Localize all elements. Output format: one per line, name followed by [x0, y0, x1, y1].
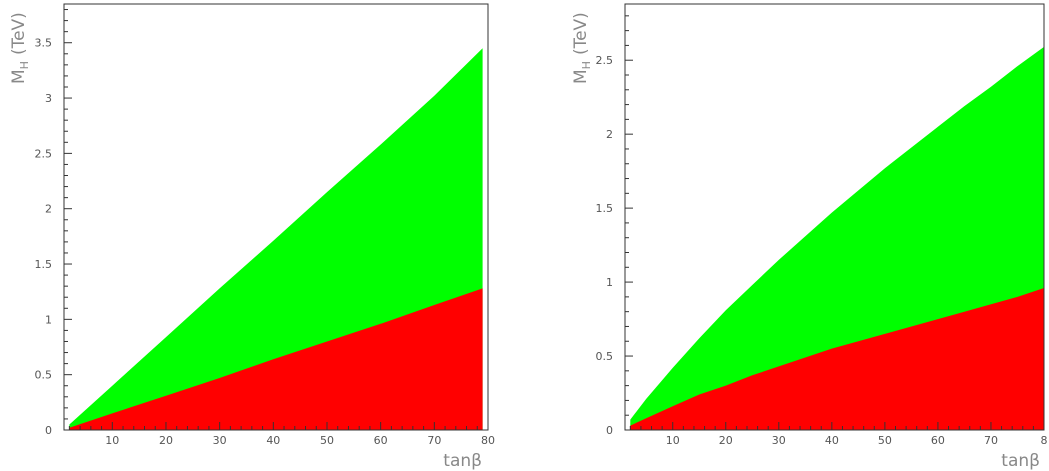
left-y-tick-label: 0.5 — [35, 369, 53, 382]
left-area-series-1 — [69, 288, 483, 430]
left-x-tick-label: 70 — [427, 434, 441, 447]
right-x-tick-label: 30 — [772, 434, 786, 447]
left-y-axis-title-sub: H — [18, 61, 31, 69]
right-x-tick-label: 20 — [719, 434, 733, 447]
left-x-tick-label: 80 — [481, 434, 495, 447]
left-x-axis-title: tanβ — [443, 451, 482, 471]
left-y-tick-label: 2 — [45, 203, 52, 216]
right-x-tick-label: 50 — [878, 434, 892, 447]
right-x-tick-label: 60 — [931, 434, 945, 447]
right-y-tick-label: 1 — [606, 276, 613, 289]
left-y-tick-label: 3.5 — [35, 37, 53, 50]
right-y-tick-label: 1.5 — [596, 202, 614, 215]
right-x-tick-label: 40 — [825, 434, 839, 447]
left-plot-areas — [69, 48, 483, 431]
right-area-series-1 — [630, 288, 1044, 430]
left-y-axis-title-rest: (TeV) — [9, 12, 29, 55]
right-y-axis-title-main: M — [571, 69, 591, 84]
right-plot-areas — [630, 46, 1044, 431]
right-y-tick-label: 0 — [606, 424, 613, 437]
right-x-axis-title-symbol: β — [1029, 451, 1040, 471]
right-y-tick-label: 0.5 — [596, 350, 614, 363]
left-x-tick-label: 30 — [213, 434, 227, 447]
left-panel: 10 20 30 40 50 60 70 80 0 0.5 1 1.5 2 2.5 3 3.5 tanβ MH… — [9, 3, 495, 471]
left-y-axis-title-main: M — [9, 69, 29, 84]
right-y-axis-title-rest: (TeV) — [571, 12, 591, 55]
left-y-tick-label: 2.5 — [35, 147, 53, 160]
right-x-tick-label: 10 — [666, 434, 680, 447]
left-y-tick-label: 1 — [45, 313, 52, 326]
right-y-tick-label: 2.5 — [596, 54, 614, 67]
left-axis-ticks: 10 20 30 40 50 60 70 80 0 0.5 1 1.5 2 2.5 3 3.5 — [35, 9, 495, 447]
left-y-tick-label: 1.5 — [35, 258, 53, 271]
left-y-tick-label: 3 — [45, 92, 52, 105]
left-x-tick-label: 20 — [159, 434, 173, 447]
right-y-axis-title-sub: H — [580, 61, 593, 69]
left-x-axis-title-symbol: β — [471, 451, 482, 471]
left-x-tick-label: 50 — [320, 434, 334, 447]
left-plot-frame — [63, 3, 489, 431]
right-x-axis-title: tanβ — [1001, 451, 1040, 471]
right-x-tick-label: 70 — [984, 434, 998, 447]
left-y-axis-title: MH (TeV) — [9, 12, 31, 84]
left-x-axis-title-text: tan — [443, 451, 471, 471]
right-axis-ticks: 10 20 30 40 50 60 70 800.511.522.5 — [596, 15, 1048, 447]
right-x-tick-label: 8 — [1041, 434, 1048, 447]
right-x-axis-title-text: tan — [1001, 451, 1029, 471]
left-y-tick-label: 0 — [45, 424, 52, 437]
left-x-tick-label: 40 — [266, 434, 280, 447]
left-x-tick-label: 10 — [105, 434, 119, 447]
right-plot-frame — [624, 3, 1045, 431]
right-panel: 10 20 30 40 50 60 70 800.511.522.5 tanβ MH(TeV) — [571, 3, 1048, 471]
right-y-tick-label: 2 — [606, 128, 613, 141]
left-x-tick-label: 60 — [374, 434, 388, 447]
right-y-axis-title: MH (TeV) — [571, 12, 593, 84]
